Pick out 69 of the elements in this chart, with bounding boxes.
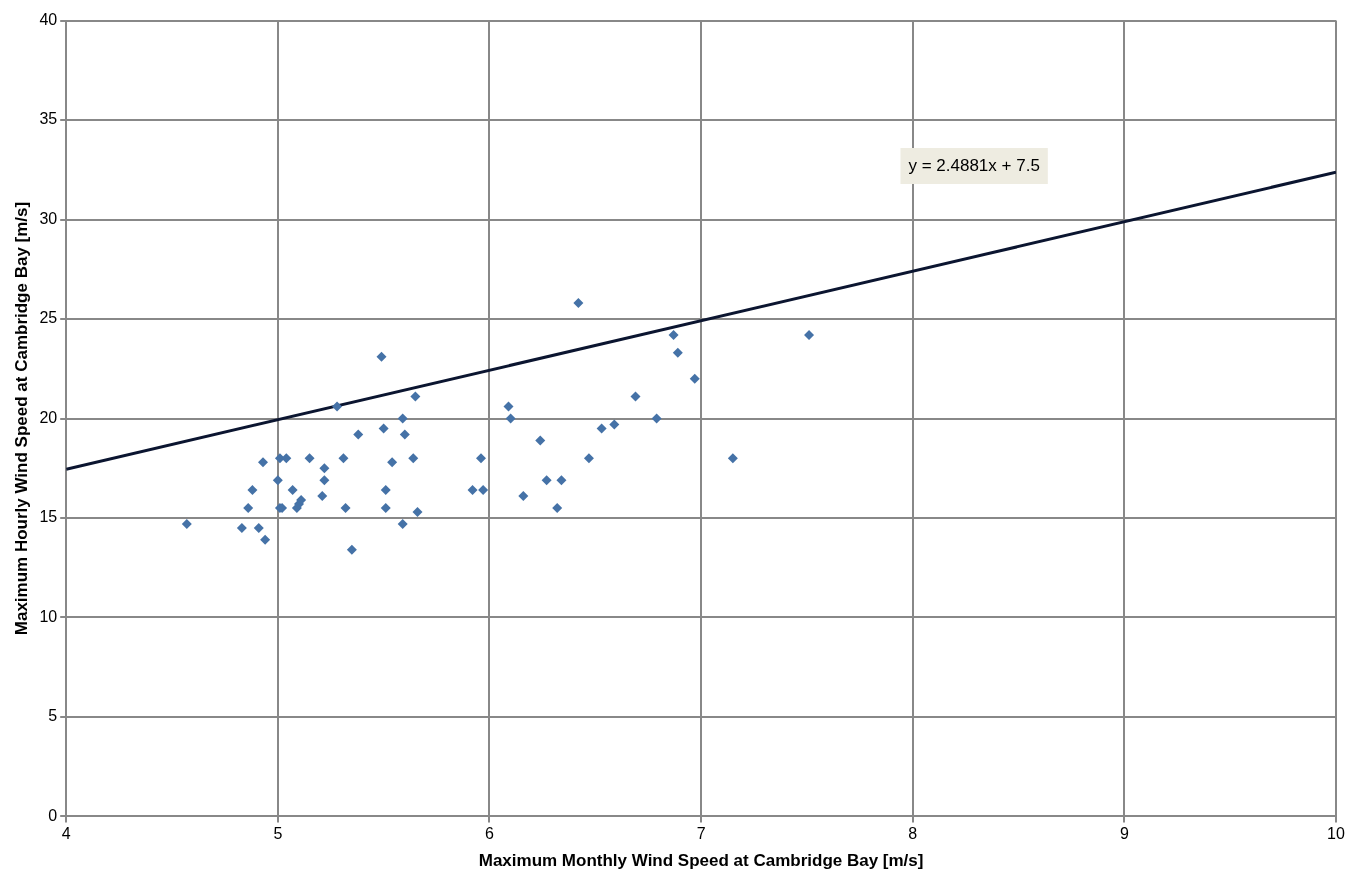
point [181, 518, 192, 529]
point [353, 429, 364, 440]
point [247, 485, 258, 496]
point [304, 453, 315, 464]
point [397, 413, 408, 424]
point [319, 475, 330, 486]
x-tick-label: 5 [273, 825, 283, 843]
x-tick-label: 8 [908, 825, 918, 843]
y-tick-label: 0 [48, 806, 58, 824]
y-tick-label: 40 [39, 11, 58, 29]
point [672, 347, 683, 358]
point [319, 463, 330, 474]
x-axis-title: Maximum Monthly Wind Speed at Cambridge Bay [m/s] [478, 851, 924, 871]
point [380, 503, 391, 514]
x-tick-label: 10 [1327, 825, 1345, 843]
point [727, 453, 738, 464]
point [556, 475, 567, 486]
point [804, 329, 815, 340]
x-tick-label: 9 [1119, 825, 1129, 843]
point [332, 401, 343, 412]
point [258, 457, 269, 468]
point [503, 401, 514, 412]
point [260, 534, 271, 545]
y-tick-label: 25 [39, 309, 58, 327]
point [476, 453, 486, 464]
point [541, 475, 552, 486]
point [668, 329, 679, 340]
point [287, 485, 298, 496]
point [387, 457, 398, 468]
point [236, 522, 247, 533]
x-tick-label: 4 [61, 825, 71, 843]
point [630, 391, 641, 402]
point [376, 351, 387, 362]
y-tick-label: 35 [39, 110, 58, 128]
point [651, 413, 662, 424]
point [338, 453, 349, 464]
point [397, 518, 408, 529]
point [253, 522, 264, 533]
point [467, 485, 478, 496]
point [412, 507, 423, 518]
y-tick-label: 5 [48, 707, 58, 725]
point [272, 475, 283, 486]
point [573, 298, 584, 309]
point [505, 413, 516, 424]
point [552, 503, 563, 514]
y-tick-label: 10 [39, 607, 58, 625]
point [410, 391, 421, 402]
y-tick-label: 30 [39, 209, 58, 227]
x-tick-label: 6 [485, 825, 495, 843]
point [596, 423, 607, 434]
point [346, 544, 357, 555]
point [243, 503, 254, 514]
point [689, 373, 700, 384]
point [399, 429, 410, 440]
y-tick-label: 15 [39, 508, 58, 526]
point [378, 423, 389, 434]
point [380, 485, 391, 496]
annotation: y = 2.4881x + 7.5 [908, 155, 1040, 175]
y-tick-label: 20 [39, 408, 58, 426]
point [408, 453, 419, 464]
point [518, 491, 529, 502]
y-axis-title: Maximum Hourly Wind Speed at Cambridge Bay [m/s] [11, 201, 31, 636]
point [583, 453, 594, 464]
point [340, 503, 351, 514]
point [317, 491, 328, 502]
point [478, 485, 489, 496]
point [535, 435, 546, 446]
point [609, 419, 620, 430]
x-tick-label: 7 [696, 825, 706, 843]
